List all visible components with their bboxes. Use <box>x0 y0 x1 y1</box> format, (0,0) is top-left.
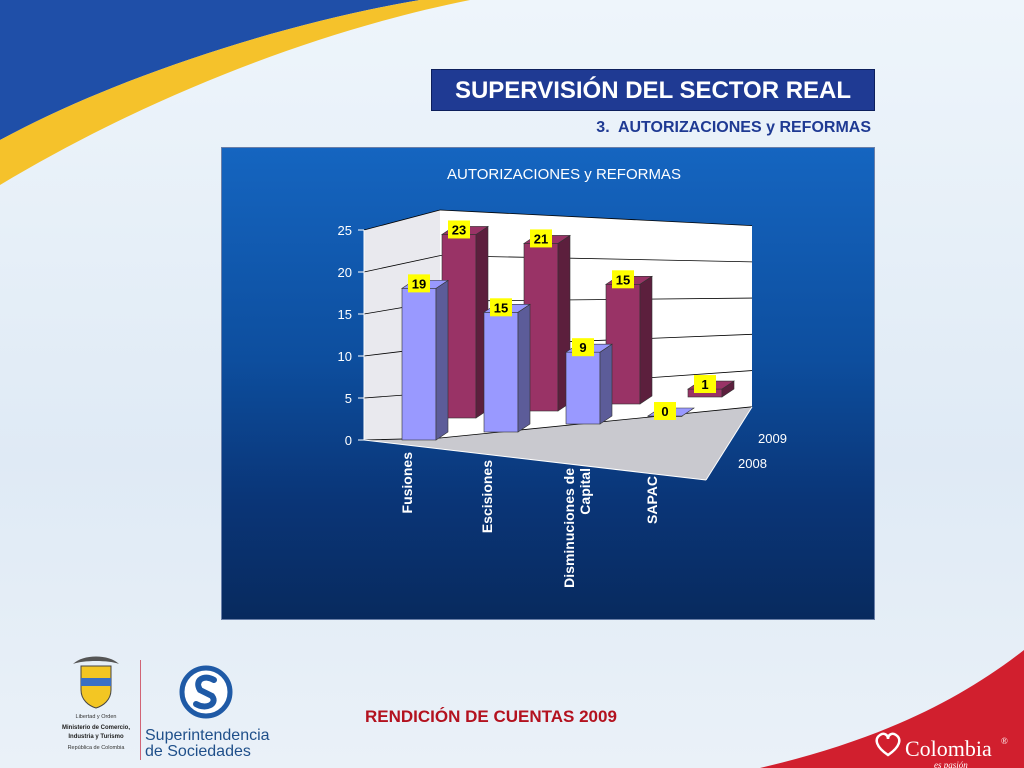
x-category-label: Disminuciones de <box>561 468 577 588</box>
coat-of-arms-icon <box>80 665 112 709</box>
mincomercio-logo: Libertad y Orden Ministerio de Comercio,… <box>62 656 130 751</box>
data-label-bg <box>448 220 470 239</box>
data-label-bg <box>654 402 676 420</box>
data-label-bg <box>572 338 594 357</box>
data-label: 1 <box>701 377 708 392</box>
slide-subtitle: 3. AUTORIZACIONES y REFORMAS <box>596 119 871 136</box>
gridline <box>439 209 753 226</box>
slide-title: SUPERVISIÓN DEL SECTOR REAL <box>431 69 875 111</box>
y-tick-label: 0 <box>345 433 352 448</box>
data-label: 0 <box>661 404 668 419</box>
x-category-label: Escisiones <box>479 460 495 533</box>
gridline <box>439 255 753 263</box>
bar-2008-0 <box>401 288 437 441</box>
chart-title: AUTORIZACIONES y REFORMAS <box>447 166 681 183</box>
supersociedades-line-1: Superintendencia <box>145 727 270 744</box>
bottom-red-swoosh <box>760 650 1024 768</box>
data-label: 19 <box>412 276 426 291</box>
y-tick-label: 25 <box>338 223 352 238</box>
data-label: 21 <box>534 231 548 246</box>
x-category-label: Capital <box>577 468 593 515</box>
bar-side-2008-1 <box>517 303 531 433</box>
mincomercio-line-4: República de Colombia <box>68 745 126 751</box>
bar-2008-2 <box>565 351 601 425</box>
superintendencia-logo: Superintendencia de Sociedades <box>140 660 270 760</box>
x-category-label: SAPAC <box>644 476 660 524</box>
coat-of-arms-stripe <box>81 678 111 686</box>
y-tick-label: 10 <box>338 349 352 364</box>
data-label: 9 <box>579 340 586 355</box>
gridline <box>363 255 441 273</box>
chart-frame: AUTORIZACIONES y REFORMAS 0 5 10 15 20 25 23 21… <box>221 147 875 620</box>
x-category-label: Fusiones <box>399 452 415 514</box>
y-tick-label: 20 <box>338 265 352 280</box>
mincomercio-line-2: Ministerio de Comercio, <box>62 725 130 731</box>
chart-plot-area: 0 5 10 15 20 25 23 21 15 1 19 15 9 0 2009 2008 Fusiones E… <box>338 209 787 588</box>
y-tick-label: 15 <box>338 307 352 322</box>
top-blue-swoosh <box>0 0 420 140</box>
colombia-brand-logo: Colombia ® es pasión <box>875 732 1008 768</box>
legend-label-2009: 2009 <box>758 431 787 446</box>
bar-side-2008-0 <box>435 279 449 441</box>
data-label: 15 <box>494 300 508 315</box>
chart-floor <box>364 406 752 480</box>
x-axis-line <box>363 439 707 481</box>
data-label: 23 <box>452 222 466 237</box>
bar-side-2008-2 <box>599 343 613 425</box>
data-label: 15 <box>616 272 630 287</box>
data-label-bg <box>408 274 430 293</box>
bar-side-2009-2 <box>639 275 653 405</box>
gridline <box>363 209 441 231</box>
supersociedades-line-2: de Sociedades <box>145 743 251 760</box>
data-label-bg <box>530 229 552 248</box>
bar-2008-1 <box>483 312 519 433</box>
footer-title: RENDICIÓN DE CUENTAS 2009 <box>365 707 617 726</box>
data-label-bg <box>612 270 634 289</box>
legend-label-2008: 2008 <box>738 456 767 471</box>
mincomercio-line-1: Libertad y Orden <box>76 714 117 720</box>
colombia-heart-icon <box>875 732 901 757</box>
y-tick-label: 5 <box>345 391 352 406</box>
mincomercio-line-3: Industria y Turismo <box>68 734 124 740</box>
depth-axis-line <box>705 406 753 481</box>
colombia-wordmark: Colombia <box>905 736 992 761</box>
emblem-s-icon <box>193 674 217 710</box>
colombia-registered-mark: ® <box>1001 736 1008 746</box>
data-label-bg <box>490 298 512 317</box>
colombia-tagline: es pasión <box>934 760 968 768</box>
condor-icon <box>73 656 119 664</box>
data-label-bg <box>694 375 716 394</box>
